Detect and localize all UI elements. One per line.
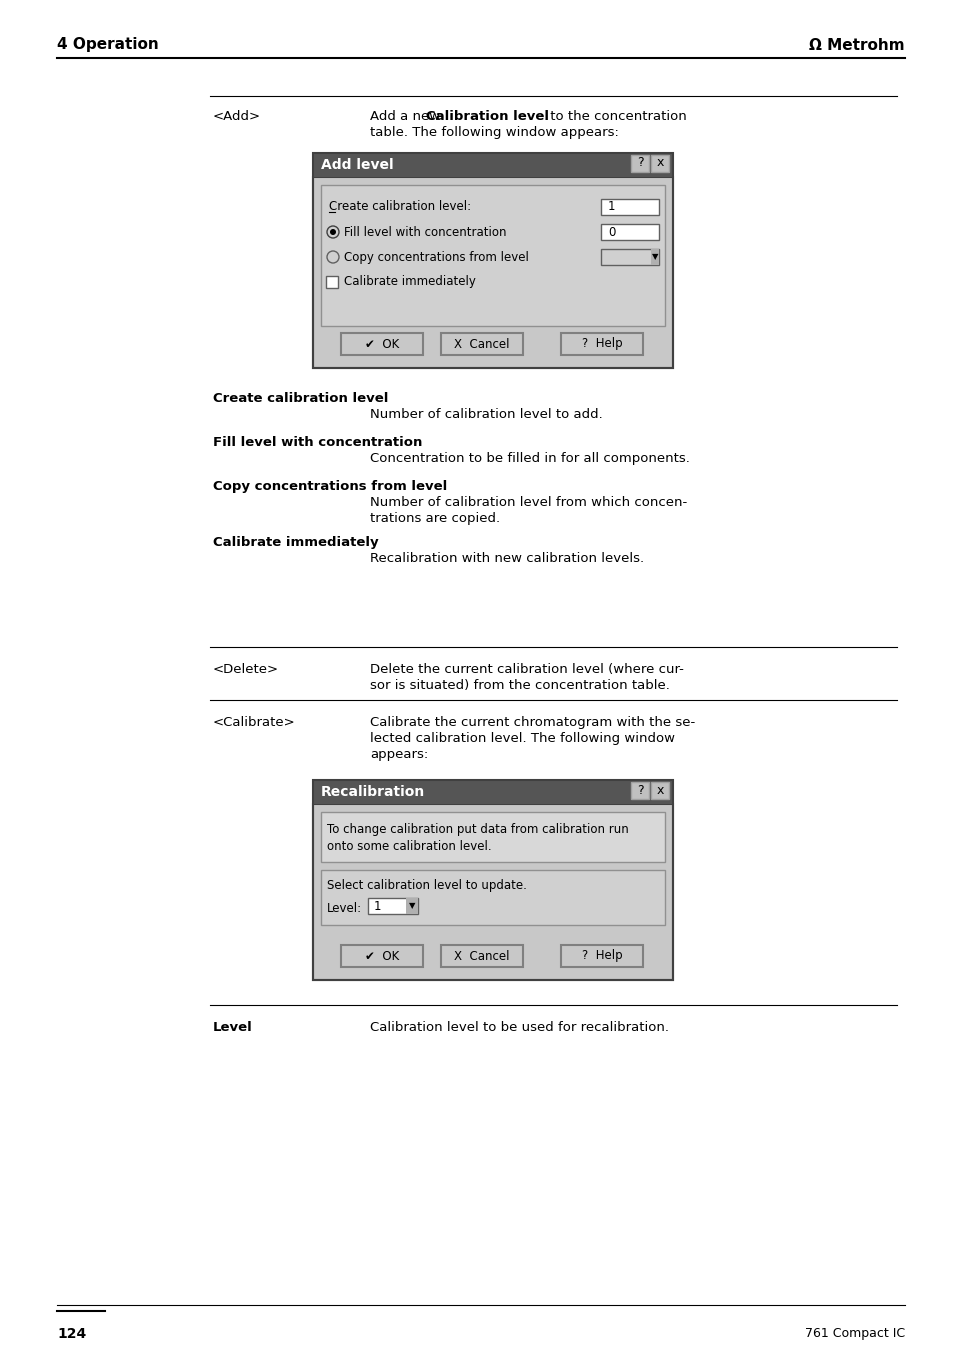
Text: trations are copied.: trations are copied. — [370, 512, 499, 526]
Bar — [326, 276, 337, 288]
Text: 0: 0 — [607, 226, 615, 239]
Text: Recalibration: Recalibration — [320, 785, 425, 798]
Text: onto some calibration level.: onto some calibration level. — [327, 839, 491, 852]
Text: Number of calibration level to add.: Number of calibration level to add. — [370, 408, 602, 422]
Bar — [340, 332, 422, 355]
Bar — [320, 185, 664, 326]
Text: Create calibration level: Create calibration level — [213, 392, 388, 405]
Bar — [630, 782, 648, 798]
Circle shape — [330, 230, 335, 235]
Text: Calibrate the current chromatogram with the se-: Calibrate the current chromatogram with … — [370, 716, 695, 730]
Text: ?: ? — [636, 157, 642, 169]
Text: Calibrate immediately: Calibrate immediately — [344, 276, 476, 289]
Bar — [650, 249, 659, 265]
Text: 1: 1 — [374, 900, 381, 912]
Bar — [600, 199, 659, 215]
Bar — [650, 155, 668, 172]
Text: Delete the current calibration level (where cur-: Delete the current calibration level (wh… — [370, 663, 683, 676]
Text: lected calibration level. The following window: lected calibration level. The following … — [370, 732, 675, 744]
Circle shape — [327, 226, 338, 238]
Bar — [650, 782, 668, 798]
Text: x: x — [656, 784, 663, 797]
Bar — [313, 177, 672, 367]
Bar — [406, 898, 417, 915]
Text: 1: 1 — [607, 200, 615, 213]
Bar — [313, 804, 672, 979]
Text: Fill level with concentration: Fill level with concentration — [213, 436, 422, 449]
Text: Calibration level to be used for recalibration.: Calibration level to be used for recalib… — [370, 1021, 668, 1034]
Text: ?  Help: ? Help — [581, 338, 621, 350]
Bar — [313, 153, 672, 177]
Text: To change calibration put data from calibration run: To change calibration put data from cali… — [327, 824, 628, 836]
Text: Calibration level: Calibration level — [426, 109, 548, 123]
Bar — [368, 898, 417, 915]
Bar — [600, 249, 659, 265]
Text: Calibrate immediately: Calibrate immediately — [213, 536, 378, 549]
Text: ✔  OK: ✔ OK — [364, 950, 398, 962]
Text: Ω Metrohm: Ω Metrohm — [808, 38, 904, 53]
Text: X  Cancel: X Cancel — [454, 950, 509, 962]
Bar — [560, 944, 642, 967]
Text: ?: ? — [636, 784, 642, 797]
Bar — [560, 332, 642, 355]
Bar — [320, 870, 664, 925]
Text: Recalibration with new calibration levels.: Recalibration with new calibration level… — [370, 553, 643, 565]
Bar — [440, 944, 522, 967]
Text: to the concentration: to the concentration — [545, 109, 686, 123]
Text: ✔  OK: ✔ OK — [364, 338, 398, 350]
Text: Create calibration level:: Create calibration level: — [329, 200, 471, 213]
Text: Level: Level — [213, 1021, 253, 1034]
Text: 761 Compact IC: 761 Compact IC — [804, 1327, 904, 1340]
Text: table. The following window appears:: table. The following window appears: — [370, 126, 618, 139]
Bar — [313, 153, 672, 367]
Text: ▼: ▼ — [408, 901, 415, 911]
Text: 4 Operation: 4 Operation — [57, 38, 158, 53]
Text: ▼: ▼ — [651, 253, 658, 262]
Bar — [600, 224, 659, 240]
Text: appears:: appears: — [370, 748, 428, 761]
Text: x: x — [656, 157, 663, 169]
Bar — [320, 812, 664, 862]
Text: X  Cancel: X Cancel — [454, 338, 509, 350]
Bar — [313, 780, 672, 979]
Text: Add a new: Add a new — [370, 109, 444, 123]
Bar — [313, 780, 672, 804]
Text: Select calibration level to update.: Select calibration level to update. — [327, 880, 526, 893]
Bar — [440, 332, 522, 355]
Text: Add level: Add level — [320, 158, 394, 172]
Text: Fill level with concentration: Fill level with concentration — [344, 226, 506, 239]
Text: Number of calibration level from which concen-: Number of calibration level from which c… — [370, 496, 686, 509]
Text: 124: 124 — [57, 1327, 86, 1342]
Text: <Add>: <Add> — [213, 109, 261, 123]
Text: <Delete>: <Delete> — [213, 663, 279, 676]
Bar — [630, 155, 648, 172]
Text: sor is situated) from the concentration table.: sor is situated) from the concentration … — [370, 680, 669, 692]
Text: Copy concentrations from level: Copy concentrations from level — [213, 480, 447, 493]
Bar — [340, 944, 422, 967]
Circle shape — [327, 251, 338, 263]
Text: Level:: Level: — [327, 901, 362, 915]
Text: ?  Help: ? Help — [581, 950, 621, 962]
Text: <Calibrate>: <Calibrate> — [213, 716, 295, 730]
Text: Copy concentrations from level: Copy concentrations from level — [344, 250, 528, 263]
Text: Concentration to be filled in for all components.: Concentration to be filled in for all co… — [370, 453, 689, 465]
